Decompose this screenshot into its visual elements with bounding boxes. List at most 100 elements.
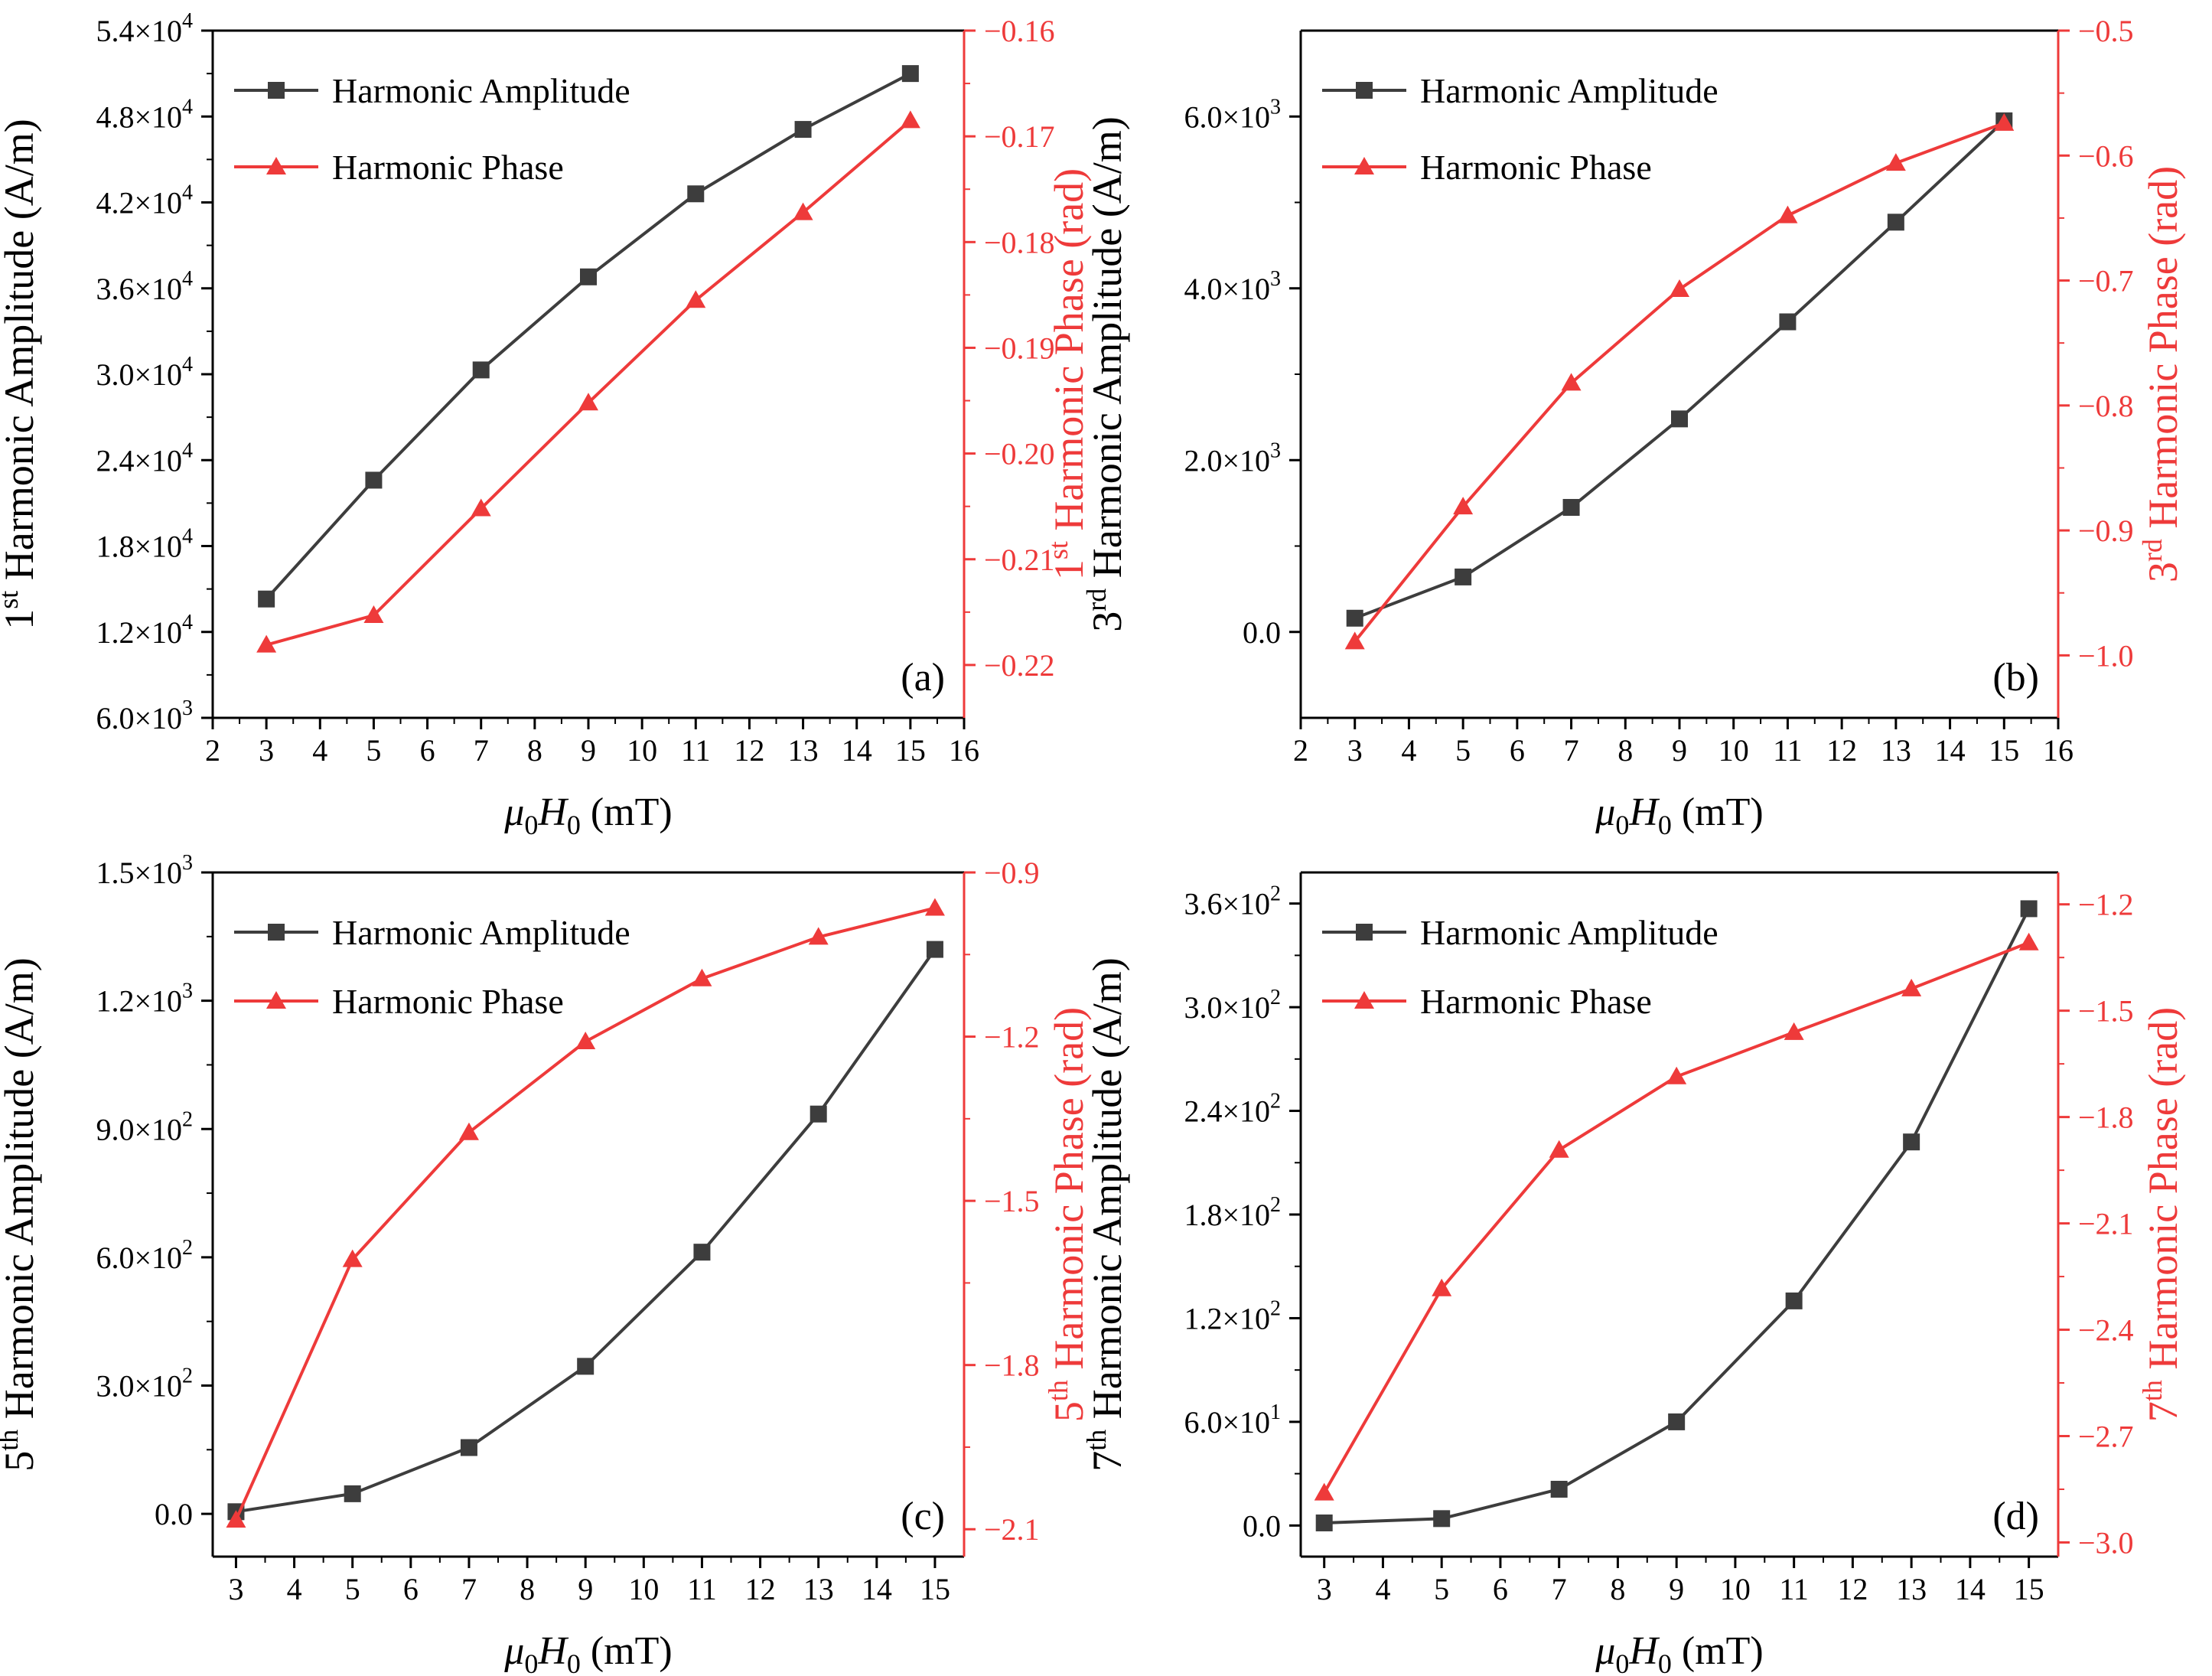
phase-point xyxy=(1777,205,1798,223)
y-right-tick-label: −0.5 xyxy=(2078,14,2134,48)
x-tick-label: 14 xyxy=(1955,1572,1986,1606)
x-tick-label: 5 xyxy=(366,733,381,768)
y-right-tick-label: −1.8 xyxy=(984,1348,1040,1383)
y-left-tick-label: 4.0×103 xyxy=(1184,267,1281,306)
amplitude-point xyxy=(693,1244,711,1261)
y-right-axis-label: 3rd Harmonic Phase (rad) xyxy=(2137,166,2186,582)
y-right-tick-label: −0.22 xyxy=(984,648,1055,683)
y-left-tick-label: 1.2×103 xyxy=(96,980,193,1019)
x-tick-label: 4 xyxy=(287,1572,302,1606)
x-tick-label: 2 xyxy=(1293,733,1308,768)
x-tick-label: 9 xyxy=(578,1572,593,1606)
y-left-tick-label: 1.8×104 xyxy=(96,525,193,564)
y-right-tick-label: −0.6 xyxy=(2078,139,2134,173)
amplitude-point xyxy=(1887,214,1904,231)
y-right-tick-label: −2.1 xyxy=(2078,1207,2134,1241)
x-tick-label: 4 xyxy=(1401,733,1416,768)
x-tick-label: 12 xyxy=(734,733,764,768)
phase-point xyxy=(900,110,920,129)
y-left-tick-label: 0.0 xyxy=(1243,615,1281,650)
y-left-tick-label: 1.2×102 xyxy=(1184,1296,1281,1335)
chart-panel-1: 2 3 4 5 6 7 8 9 10 11 12 13 14 15 16 μ0H0 (mT) 6.0×103 1.… xyxy=(0,9,1092,840)
phase-point xyxy=(1784,1022,1804,1040)
amplitude-point xyxy=(1550,1480,1568,1498)
amplitude-point xyxy=(901,65,919,83)
y-left-tick-label: 3.0×102 xyxy=(96,1365,193,1404)
y-left-tick-label: 0.0 xyxy=(155,1497,193,1531)
y-right-tick-label: −0.21 xyxy=(984,543,1055,577)
x-tick-label: 6 xyxy=(1510,733,1525,768)
x-tick-label: 15 xyxy=(2014,1572,2044,1606)
y-left-tick-label: 0.0 xyxy=(1243,1508,1281,1543)
chart-panel-3: 3 4 5 6 7 8 9 10 11 12 13 14 15 μ0H0 (mT) 0.0 3.0×102 6.… xyxy=(0,851,1092,1676)
y-right-tick-label: −1.8 xyxy=(2078,1100,2134,1135)
x-tick-label: 3 xyxy=(228,1572,243,1606)
y-right-tick-label: −0.20 xyxy=(984,437,1055,471)
phase-line xyxy=(266,119,912,647)
amplitude-point xyxy=(794,121,812,139)
y-left-tick-label: 1.8×102 xyxy=(1184,1193,1281,1232)
x-tick-label: 9 xyxy=(1669,1572,1684,1606)
y-right-tick-label: −0.16 xyxy=(984,14,1055,48)
phase-point xyxy=(256,634,277,653)
x-axis-label: μ0H0 (mT) xyxy=(1595,1629,1764,1676)
chart-panel-4: 3 4 5 6 7 8 9 10 11 12 13 14 15 μ0H0 (mT) 0.0 6.0×101 1.… xyxy=(1081,871,2186,1676)
x-tick-label: 5 xyxy=(1455,733,1471,768)
x-tick-label: 11 xyxy=(681,733,711,768)
y-right-tick-label: −0.17 xyxy=(984,119,1055,154)
x-tick-label: 16 xyxy=(949,733,979,768)
x-tick-label: 12 xyxy=(1837,1572,1868,1606)
x-tick-label: 3 xyxy=(259,733,274,768)
x-tick-label: 14 xyxy=(862,1572,892,1606)
panel-label: (c) xyxy=(901,1495,945,1538)
phase-point xyxy=(692,968,712,986)
x-tick-label: 7 xyxy=(1552,1572,1567,1606)
y-left-axis-label: 1st Harmonic Amplitude (A/m) xyxy=(0,119,42,629)
legend-phase-marker xyxy=(1354,991,1374,1009)
y-left-tick-label: 4.2×104 xyxy=(96,181,193,220)
y-right-tick-label: −2.1 xyxy=(984,1512,1040,1547)
phase-point xyxy=(471,498,491,517)
y-left-tick-label: 5.4×104 xyxy=(96,9,193,48)
y-right-tick-label: −2.4 xyxy=(2078,1313,2134,1348)
x-tick-label: 3 xyxy=(1347,733,1363,768)
phase-point xyxy=(1994,112,2015,131)
x-tick-label: 13 xyxy=(803,1572,834,1606)
y-left-tick-label: 2.4×102 xyxy=(1184,1090,1281,1129)
phase-point xyxy=(575,1031,596,1049)
y-right-tick-label: −3.0 xyxy=(2078,1525,2134,1560)
x-tick-label: 10 xyxy=(628,1572,659,1606)
y-left-tick-label: 4.8×104 xyxy=(96,95,193,134)
y-right-tick-label: −1.5 xyxy=(2078,994,2134,1029)
x-tick-label: 7 xyxy=(461,1572,477,1606)
legend-amplitude-label: Harmonic Amplitude xyxy=(1420,71,1718,110)
x-tick-label: 8 xyxy=(527,733,542,768)
legend-amplitude-label: Harmonic Amplitude xyxy=(332,71,630,110)
x-tick-label: 14 xyxy=(842,733,872,768)
y-right-tick-label: −0.9 xyxy=(2078,514,2134,548)
x-tick-label: 7 xyxy=(474,733,489,768)
legend-phase-label: Harmonic Phase xyxy=(1420,148,1652,187)
x-tick-label: 13 xyxy=(1896,1572,1927,1606)
x-tick-label: 15 xyxy=(1989,733,2019,768)
y-left-tick-label: 1.5×103 xyxy=(96,851,193,890)
amplitude-point xyxy=(926,941,943,958)
amplitude-point xyxy=(1668,1413,1686,1430)
legend-amplitude-marker xyxy=(268,924,285,941)
amplitude-point xyxy=(258,590,275,608)
amplitude-point xyxy=(472,361,490,379)
phase-point xyxy=(458,1122,479,1140)
y-left-tick-label: 3.6×104 xyxy=(96,267,193,306)
phase-point xyxy=(1901,978,1922,996)
phase-point xyxy=(578,393,598,411)
x-tick-label: 5 xyxy=(1434,1572,1449,1606)
legend-amplitude-marker xyxy=(1356,82,1373,99)
x-tick-label: 11 xyxy=(1773,733,1803,768)
phase-line xyxy=(1354,121,2005,643)
y-right-tick-label: −0.9 xyxy=(984,856,1040,890)
x-tick-label: 6 xyxy=(403,1572,419,1606)
amplitude-point xyxy=(577,1358,595,1375)
x-tick-label: 9 xyxy=(581,733,596,768)
y-right-tick-label: −1.2 xyxy=(2078,888,2134,922)
